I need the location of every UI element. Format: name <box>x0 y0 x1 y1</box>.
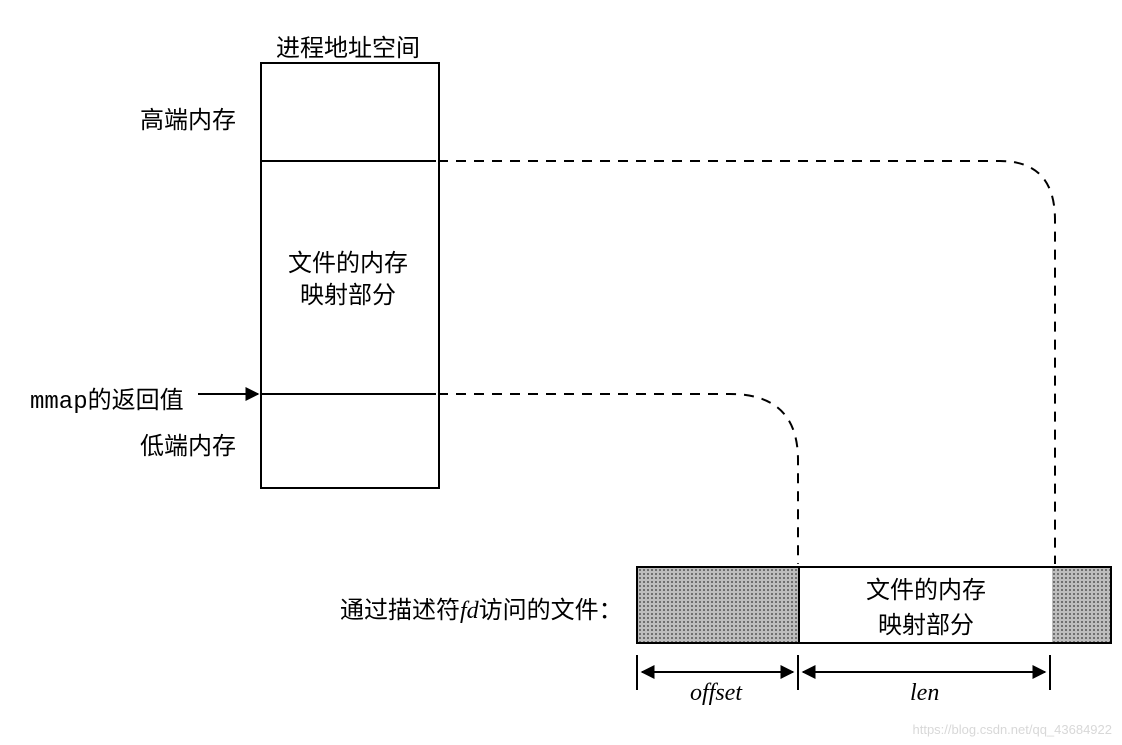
len-label: len <box>910 680 939 707</box>
file-shade-right <box>1052 568 1110 642</box>
high-mem-label: 高端内存 <box>140 100 236 135</box>
offset-label: offset <box>690 680 742 707</box>
mapped-region-line1: 文件的内存 <box>288 251 408 277</box>
addr-space-div-top <box>260 160 436 162</box>
file-access-fd: fd <box>460 598 479 624</box>
file-shade-left <box>638 568 798 642</box>
mapped-region-line2: 映射部分 <box>300 283 396 309</box>
addr-space-div-bot <box>260 393 436 395</box>
mmap-text: mmap <box>30 389 88 416</box>
file-mapped-line1: 文件的内存 <box>800 570 1052 605</box>
file-access-label: 通过描述符fd访问的文件： <box>340 590 623 625</box>
addr-space-title: 进程地址空间 <box>260 28 436 63</box>
file-access-suffix: 访问的文件： <box>479 598 623 624</box>
diagram-canvas: 进程地址空间 高端内存 文件的内存 映射部分 mmap的返回值 低端内存 通过描… <box>0 0 1122 745</box>
mmap-return-suffix: 的返回值 <box>88 388 184 414</box>
mapped-region-label: 文件的内存 映射部分 <box>260 248 436 313</box>
file-access-prefix: 通过描述符 <box>340 598 460 624</box>
watermark: https://blog.csdn.net/qq_43684922 <box>913 722 1113 737</box>
file-mapped-region: 文件的内存 映射部分 <box>798 568 1054 642</box>
file-mapped-line2: 映射部分 <box>800 605 1052 640</box>
low-mem-label: 低端内存 <box>140 426 236 461</box>
dashed-bottom-curve <box>438 394 798 564</box>
dashed-top-curve <box>438 161 1055 564</box>
file-box: 文件的内存 映射部分 <box>636 566 1112 644</box>
mmap-return-label: mmap的返回值 <box>30 380 184 416</box>
